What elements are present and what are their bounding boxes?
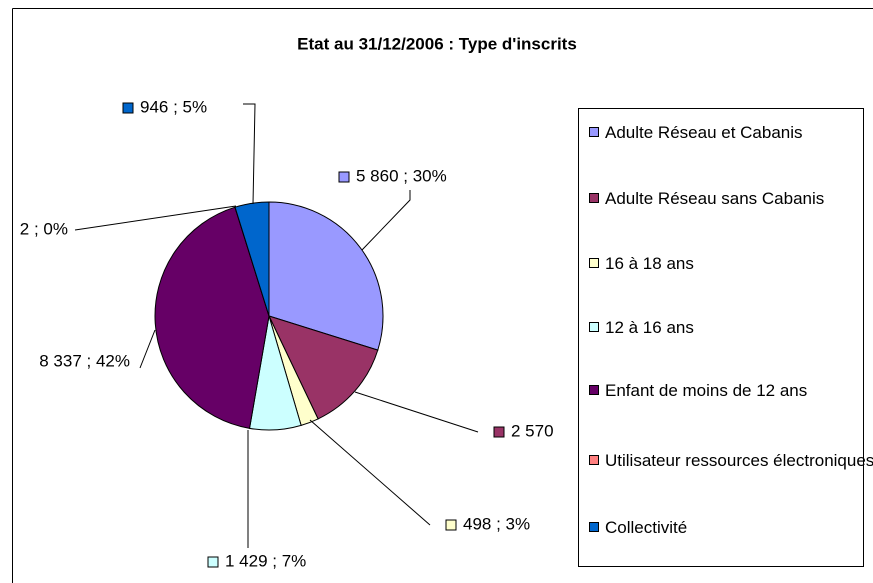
- label-marker: [493, 426, 505, 438]
- legend-swatch: [589, 127, 599, 137]
- legend: Adulte Réseau et Cabanis Adulte Réseau sa…: [578, 108, 873, 567]
- legend-item: Enfant de moins de 12 ans: [589, 377, 873, 404]
- data-label: 946 ; 5%: [140, 97, 207, 116]
- legend-swatch: [589, 385, 599, 395]
- data-label: 1 429 ; 7%: [225, 551, 306, 570]
- data-label: 8 337 ; 42%: [39, 351, 130, 370]
- leader-line: [361, 190, 411, 251]
- legend-swatch: [589, 258, 599, 268]
- data-label: 2 ; 0%: [20, 219, 68, 238]
- leader-line: [354, 391, 479, 433]
- legend-label: Adulte Réseau sans Cabanis: [605, 189, 825, 208]
- pie-slice: [268, 201, 384, 351]
- data-label: 498 ; 3%: [463, 514, 530, 533]
- legend-item: 12 à 16 ans: [589, 314, 873, 341]
- pie-slice: [154, 206, 270, 429]
- pie-slice: [234, 201, 270, 317]
- chart-title: Etat au 31/12/2006 : Type d'inscrits: [297, 34, 577, 53]
- legend-label: Utilisateur ressources électroniques: [605, 451, 873, 470]
- leader-line: [309, 419, 431, 526]
- legend-label: Collectivité: [605, 518, 688, 537]
- leader-line: [243, 103, 256, 205]
- legend-item: Adulte Réseau sans Cabanis: [589, 185, 873, 212]
- legend-item: Adulte Réseau et Cabanis: [589, 119, 873, 146]
- data-label: 5 860 ; 30%: [356, 166, 447, 185]
- legend-label: 16 à 18 ans: [605, 254, 694, 273]
- legend-swatch: [589, 522, 599, 532]
- legend-item: Collectivité: [589, 514, 873, 541]
- leader-line: [74, 205, 237, 231]
- label-marker: [445, 519, 457, 531]
- legend-label: Enfant de moins de 12 ans: [605, 381, 808, 400]
- legend-label: 12 à 16 ans: [605, 318, 694, 337]
- legend-label: Adulte Réseau et Cabanis: [605, 123, 803, 142]
- pie-slice: [268, 315, 379, 420]
- leader-line: [139, 329, 156, 369]
- legend-swatch: [589, 455, 599, 465]
- data-label: 2 570: [511, 421, 554, 440]
- label-marker: [207, 556, 219, 568]
- legend-swatch: [589, 193, 599, 203]
- label-marker: [338, 171, 350, 183]
- legend-item: 16 à 18 ans: [589, 250, 873, 277]
- legend-item: Utilisateur ressources électroniques: [589, 447, 873, 474]
- label-marker: [122, 102, 134, 114]
- legend-swatch: [589, 322, 599, 332]
